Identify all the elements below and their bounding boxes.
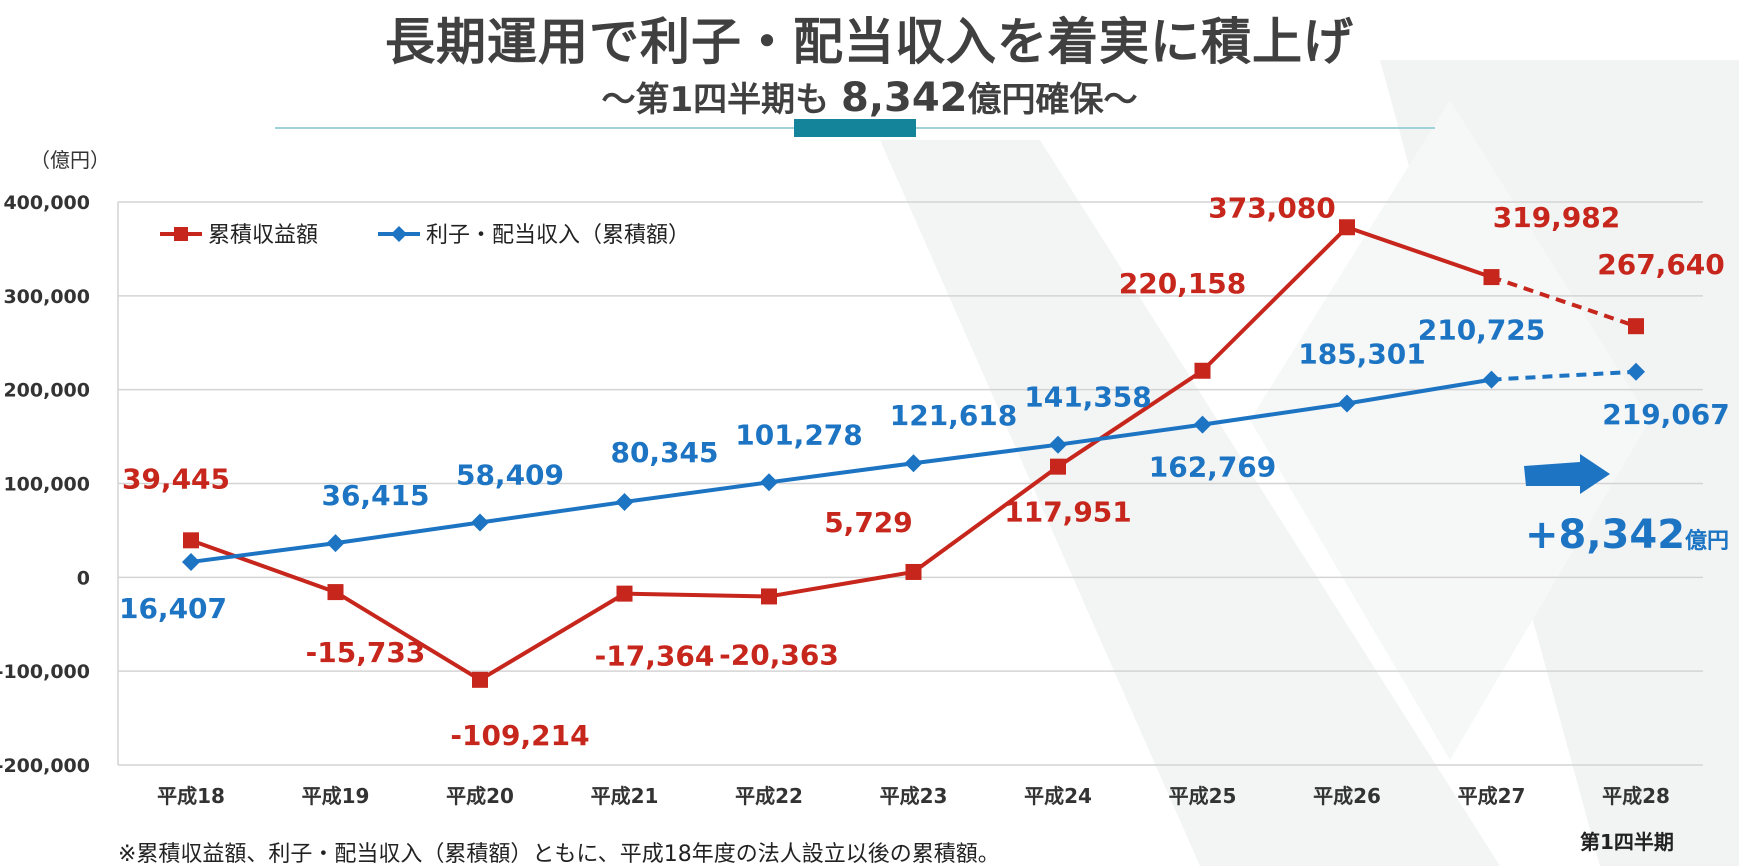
x-tick-label: 平成23 [880,784,948,808]
x-tick-label: 平成20 [446,784,514,808]
data-label: 141,358 [1024,381,1152,414]
data-label: 16,407 [119,592,227,625]
legend-label: 利子・配当収入（累積額） [426,223,690,248]
legend-label: 累積収益額 [208,223,318,248]
data-point-marker [1628,318,1644,335]
y-tick-label: 400,000 [3,192,90,214]
data-point-marker [760,473,778,492]
series-line-cumulative-return [190,225,1493,682]
title-accent-bar [794,119,916,137]
data-label: 39,445 [122,462,230,495]
data-label: -20,363 [719,638,839,671]
data-point-marker [761,588,777,605]
series-dashed-segment [1491,369,1637,382]
data-label: 267,640 [1597,248,1725,281]
period-note: 第1四半期 [1580,830,1674,854]
data-label: 319,982 [1493,201,1621,234]
data-point-marker [471,513,489,532]
data-point-marker [904,454,923,473]
data-point-marker [1050,458,1066,475]
y-tick-label: 200,000 [3,380,90,402]
data-point-marker [182,552,200,571]
data-label: 5,729 [824,506,913,539]
legend-marker [391,226,407,242]
subtitle-prefix: ～第1四半期も [601,80,841,120]
increase-unit: 億円 [1685,529,1730,554]
increase-callout: +8,342億円 [1525,512,1729,558]
data-point-marker [905,563,922,580]
x-tick-label: 平成19 [302,784,370,808]
x-tick-label: 平成24 [1024,784,1092,808]
y-tick-label: 300,000 [3,286,90,308]
subtitle-value: 8,342 [840,75,968,121]
y-tick-label: 0 [77,567,90,589]
series-dashed-segment [1490,275,1637,329]
data-label: 373,080 [1208,191,1336,224]
x-tick-label: 平成27 [1458,784,1526,808]
data-point-marker [616,585,633,602]
y-tick-label: 100,000 [3,474,90,496]
data-point-marker [326,534,345,553]
data-point-marker [1193,415,1212,434]
data-label: -109,214 [450,719,589,752]
data-label: 121,618 [890,399,1018,432]
data-label: 80,345 [610,436,718,469]
data-label: 210,725 [1418,314,1546,347]
data-label: 36,415 [321,479,429,512]
data-point-marker [1627,362,1645,381]
data-label: 220,158 [1119,267,1247,300]
right-arrow-icon [1524,454,1610,494]
page-subtitle: ～第1四半期も 8,342億円確保～ [0,72,1739,121]
x-tick-label: 平成22 [735,784,803,808]
data-point-marker [327,584,344,601]
data-label: 58,409 [456,459,564,492]
x-tick-label: 平成28 [1602,784,1670,808]
data-point-marker [1482,370,1501,389]
x-tick-label: 平成18 [157,784,225,808]
increase-value: +8,342 [1525,512,1686,558]
data-label: 101,278 [735,418,863,451]
y-tick-label: -100,000 [0,661,90,683]
data-label: 162,769 [1149,451,1277,484]
x-tick-label: 平成26 [1313,784,1381,808]
data-point-marker [1483,269,1500,286]
data-label: 219,067 [1602,398,1730,431]
data-label: -17,364 [595,640,715,673]
x-tick-label: 平成21 [591,784,659,808]
data-point-marker [615,492,634,511]
series-line-interest-dividend [190,377,1492,564]
data-label: 185,301 [1298,337,1426,370]
data-point-marker [1339,219,1355,236]
data-point-marker [1338,394,1356,413]
data-label: -15,733 [306,636,426,669]
legend-marker [174,227,188,241]
subtitle-suffix: 億円確保～ [967,80,1138,120]
page-title: 長期運用で利子・配当収入を着実に積上げ [385,13,1354,71]
data-label: 117,951 [1004,496,1132,529]
data-point-marker [1194,362,1211,379]
data-point-marker [1049,435,1067,454]
data-point-marker [472,671,488,688]
footnote: ※累積収益額、利子・配当収入（累積額）ともに、平成18年度の法人設立以後の累積額… [118,842,1000,867]
x-tick-label: 平成25 [1169,784,1237,808]
y-tick-label: -200,000 [0,755,90,777]
data-point-marker [183,532,199,549]
y-axis-unit-label: （億円） [30,148,110,172]
